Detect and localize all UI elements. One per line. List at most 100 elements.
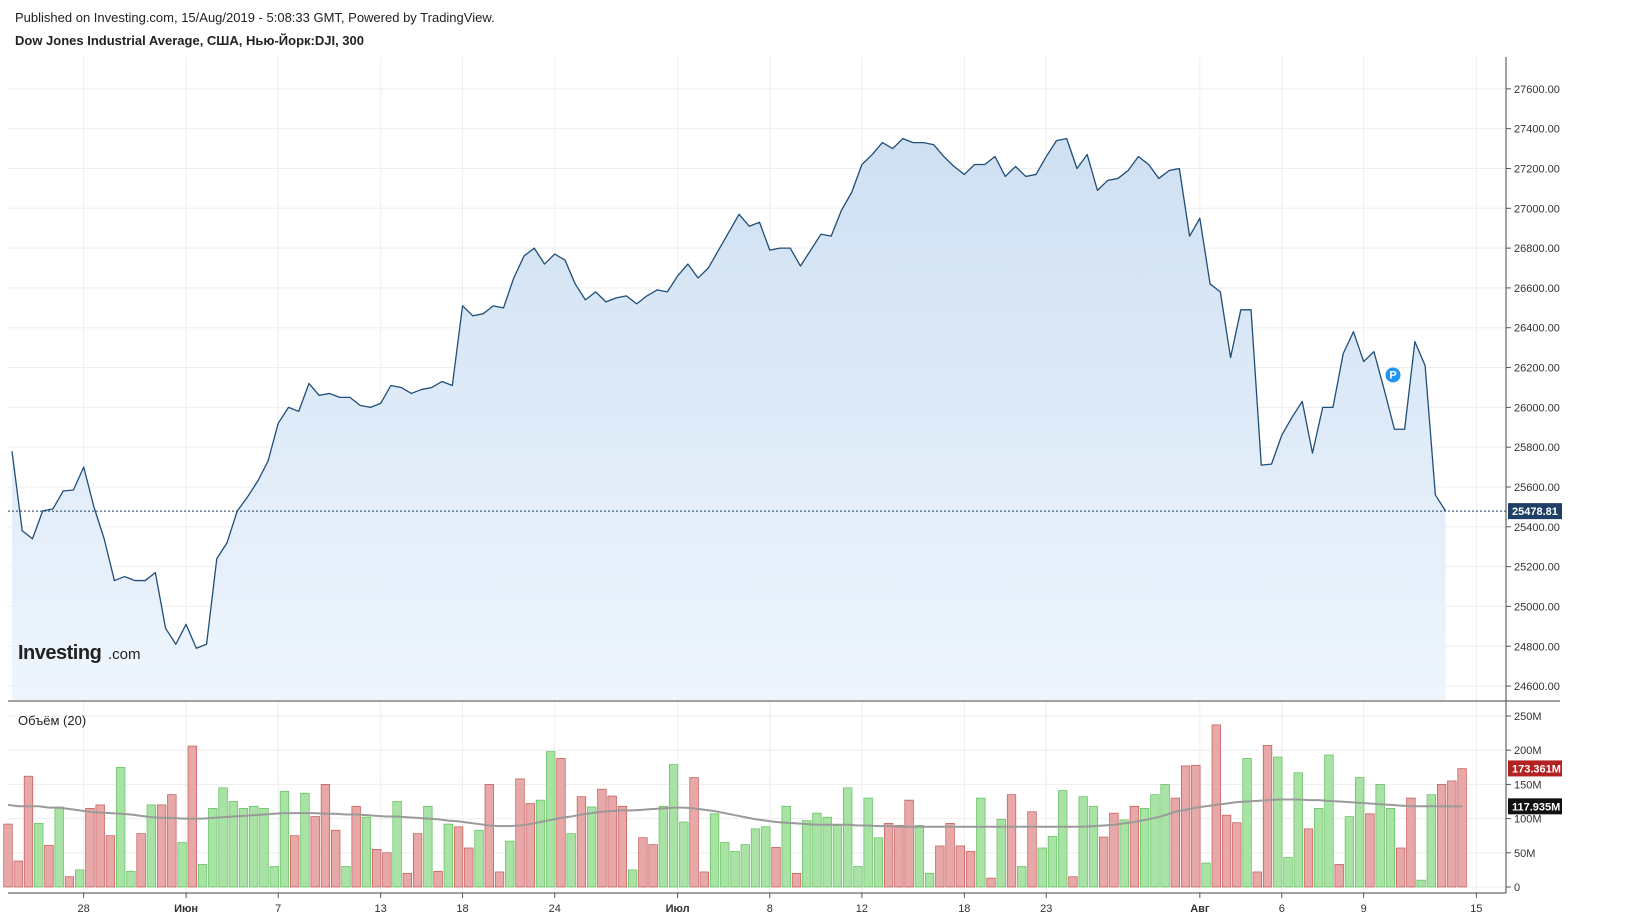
volume-bar [914, 825, 925, 888]
volume-bar [863, 797, 873, 888]
volume-bar [709, 813, 720, 888]
volume-bar [904, 799, 914, 888]
price-area-fill [12, 138, 1446, 700]
price-tick-label: 26000.00 [1514, 402, 1560, 414]
volume-bar [1037, 847, 1047, 888]
volume-bar [238, 807, 249, 888]
logo-main-text: Investing [18, 642, 101, 664]
published-note: Published on Investing.com, 15/Aug/2019 … [15, 10, 495, 25]
price-tick-label: 27600.00 [1514, 84, 1560, 96]
volume-bar [1416, 879, 1426, 888]
volume-bar [1017, 866, 1027, 888]
volume-bar [1232, 822, 1242, 888]
price-series-line [11, 137, 1447, 649]
volume-bar [1406, 797, 1416, 888]
volume-bar [761, 826, 771, 888]
volume-bar [115, 766, 126, 888]
logo-suffix-text: .com [108, 646, 141, 663]
volume-bar [597, 788, 607, 888]
volume-bar [331, 829, 341, 888]
volume-bar [924, 872, 935, 888]
volume-bar [720, 842, 730, 888]
price-tick-label: 24600.00 [1514, 681, 1560, 693]
last-price-badge [1508, 503, 1562, 520]
volume-bar [1099, 836, 1109, 888]
volume-bar [1119, 819, 1129, 888]
time-tick-label: 24 [549, 903, 561, 915]
volume-bar [249, 805, 259, 888]
volume-tick-label: 250M [1514, 711, 1542, 723]
volume-bar [187, 745, 197, 888]
volume-bar [392, 801, 402, 888]
volume-bar [1365, 813, 1375, 888]
volume-bar [494, 871, 505, 888]
price-tick-label: 25600.00 [1514, 482, 1560, 494]
volume-bar [822, 816, 832, 888]
volume-bar [1314, 807, 1324, 888]
volume-bar [638, 837, 648, 888]
volume-bar [1385, 807, 1396, 888]
volume-bar [300, 792, 310, 888]
volume-bar [1252, 871, 1262, 888]
volume-bar [1355, 777, 1365, 888]
time-tick-label: 18 [958, 903, 970, 915]
volume-bar [658, 805, 669, 888]
volume-bar [1324, 754, 1334, 888]
price-tick-label: 26400.00 [1514, 323, 1560, 335]
volume-ma-badge [1508, 798, 1562, 815]
event-marker-icon[interactable] [1385, 367, 1401, 383]
volume-bar [576, 796, 587, 888]
volume-bar [556, 758, 566, 888]
volume-bar [443, 823, 453, 888]
volume-bar [1139, 807, 1150, 888]
volume-bar [802, 820, 812, 888]
volume-bar [208, 807, 218, 888]
volume-bar [433, 870, 443, 888]
volume-bar [1242, 758, 1252, 888]
time-tick-label: 7 [275, 903, 281, 915]
volume-bar [1027, 811, 1037, 888]
time-tick-label: 23 [1040, 903, 1052, 915]
volume-bar [1078, 796, 1088, 888]
volume-bar [320, 784, 331, 888]
volume-bar [1303, 828, 1314, 888]
volume-bar [1273, 756, 1283, 888]
volume-bar [228, 801, 238, 888]
volume-bar [648, 844, 658, 888]
volume-bar [13, 860, 23, 888]
volume-bar [310, 816, 320, 888]
volume-bar [740, 844, 750, 888]
price-tick-label: 26800.00 [1514, 243, 1560, 255]
volume-bar [351, 805, 361, 888]
event-marker-label: P [1389, 370, 1396, 382]
volume-bar [1283, 857, 1293, 888]
price-tick-label: 24800.00 [1514, 641, 1560, 653]
volume-tick-label: 200M [1514, 745, 1542, 757]
time-tick-label: Авг [1190, 903, 1210, 915]
volume-bar [750, 828, 761, 888]
volume-bar [453, 826, 464, 888]
time-tick-label: 9 [1361, 903, 1367, 915]
volume-bar [627, 869, 638, 888]
volume-bar [1191, 764, 1201, 888]
volume-last-badge-text: 173.361M [1512, 763, 1561, 775]
time-tick-label: 13 [375, 903, 387, 915]
time-tick-label: Июл [666, 903, 690, 915]
volume-bar [167, 794, 177, 888]
volume-ma-badge-text: 117.935M [1512, 801, 1560, 813]
volume-bar [894, 825, 904, 888]
price-tick-label: 26600.00 [1514, 283, 1560, 295]
volume-bar [1375, 784, 1385, 888]
time-tick-label: 12 [856, 903, 868, 915]
volume-bar [873, 837, 884, 888]
price-tick-label: 25000.00 [1514, 601, 1560, 613]
volume-bar [1160, 784, 1170, 888]
volume-bar [505, 840, 515, 888]
volume-bar [3, 823, 13, 888]
volume-bar [1150, 794, 1160, 888]
volume-bar [1006, 794, 1017, 888]
volume-tick-label: 100M [1514, 814, 1542, 826]
volume-bar [105, 835, 116, 888]
volume-pane [3, 724, 1467, 888]
